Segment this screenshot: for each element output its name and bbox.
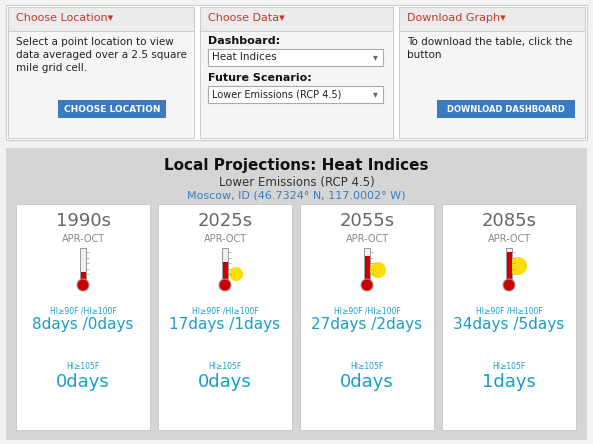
Circle shape (509, 257, 527, 275)
Text: 1990s: 1990s (56, 212, 110, 230)
Text: Download Graph▾: Download Graph▾ (407, 13, 506, 23)
Bar (222, 262, 228, 280)
Text: ▾: ▾ (373, 52, 378, 63)
Circle shape (219, 279, 231, 291)
Text: Local Projections: Heat Indices: Local Projections: Heat Indices (164, 158, 429, 173)
Circle shape (77, 279, 89, 291)
Bar (399, 7, 585, 138)
Bar (365, 256, 369, 280)
Text: 2025s: 2025s (197, 212, 253, 230)
Text: ▾: ▾ (373, 90, 378, 99)
Text: HI≥105F: HI≥105F (350, 362, 384, 371)
Bar (442, 204, 576, 430)
Text: Select a point location to view: Select a point location to view (16, 37, 174, 47)
Bar (200, 7, 393, 138)
Text: HI≥90F /HI≥100F: HI≥90F /HI≥100F (192, 306, 259, 315)
Text: 34days /5days: 34days /5days (454, 317, 565, 332)
Text: Lower Emissions (RCP 4.5): Lower Emissions (RCP 4.5) (219, 176, 374, 189)
Bar (6, 5, 587, 140)
Text: To download the table, click the: To download the table, click the (407, 37, 572, 47)
Bar (8, 7, 194, 138)
Text: Choose Location▾: Choose Location▾ (16, 13, 113, 23)
Text: 0days: 0days (340, 373, 394, 391)
Text: APR-OCT: APR-OCT (487, 234, 531, 244)
Bar (506, 252, 512, 280)
Circle shape (361, 279, 373, 291)
Bar (81, 272, 85, 280)
Text: 0days: 0days (56, 373, 110, 391)
Bar (364, 248, 370, 280)
Text: 1days: 1days (482, 373, 536, 391)
Text: HI≥90F /HI≥100F: HI≥90F /HI≥100F (50, 306, 116, 315)
Text: Choose Data▾: Choose Data▾ (208, 13, 285, 23)
Text: 17days /1days: 17days /1days (170, 317, 280, 332)
Bar (208, 49, 383, 66)
Text: 2055s: 2055s (339, 212, 394, 230)
Text: DOWNLOAD DASHBOARD: DOWNLOAD DASHBOARD (447, 104, 565, 114)
Text: Dashboard:: Dashboard: (208, 36, 280, 46)
Circle shape (229, 267, 243, 281)
Bar (6, 148, 587, 440)
Text: HI≥105F: HI≥105F (492, 362, 525, 371)
Bar (399, 7, 585, 31)
Bar (208, 86, 383, 103)
Bar (8, 7, 194, 31)
Bar (80, 248, 86, 280)
Circle shape (503, 279, 515, 291)
Bar (300, 204, 434, 430)
Text: button: button (407, 50, 442, 60)
Text: 8days /0days: 8days /0days (32, 317, 134, 332)
Text: Lower Emissions (RCP 4.5): Lower Emissions (RCP 4.5) (212, 90, 342, 99)
Text: mile grid cell.: mile grid cell. (16, 63, 87, 73)
Text: APR-OCT: APR-OCT (203, 234, 247, 244)
Text: APR-OCT: APR-OCT (62, 234, 104, 244)
Bar (200, 7, 393, 31)
Text: HI≥105F: HI≥105F (66, 362, 100, 371)
Circle shape (370, 262, 386, 278)
Bar (58, 100, 166, 118)
Bar (16, 204, 150, 430)
Text: data averaged over a 2.5 square: data averaged over a 2.5 square (16, 50, 187, 60)
Text: 0days: 0days (198, 373, 252, 391)
Text: APR-OCT: APR-OCT (346, 234, 388, 244)
Bar (222, 248, 228, 280)
Text: HI≥90F /HI≥100F: HI≥90F /HI≥100F (334, 306, 400, 315)
Text: Heat Indices: Heat Indices (212, 52, 277, 63)
Text: HI≥90F /HI≥100F: HI≥90F /HI≥100F (476, 306, 543, 315)
Text: 27days /2days: 27days /2days (311, 317, 423, 332)
Bar (158, 204, 292, 430)
Bar (437, 100, 575, 118)
Text: HI≥105F: HI≥105F (208, 362, 241, 371)
Bar (506, 248, 512, 280)
Text: 2085s: 2085s (482, 212, 537, 230)
Text: Future Scenario:: Future Scenario: (208, 73, 312, 83)
Text: CHOOSE LOCATION: CHOOSE LOCATION (64, 104, 160, 114)
Text: Moscow, ID (46.7324° N, 117.0002° W): Moscow, ID (46.7324° N, 117.0002° W) (187, 190, 406, 200)
